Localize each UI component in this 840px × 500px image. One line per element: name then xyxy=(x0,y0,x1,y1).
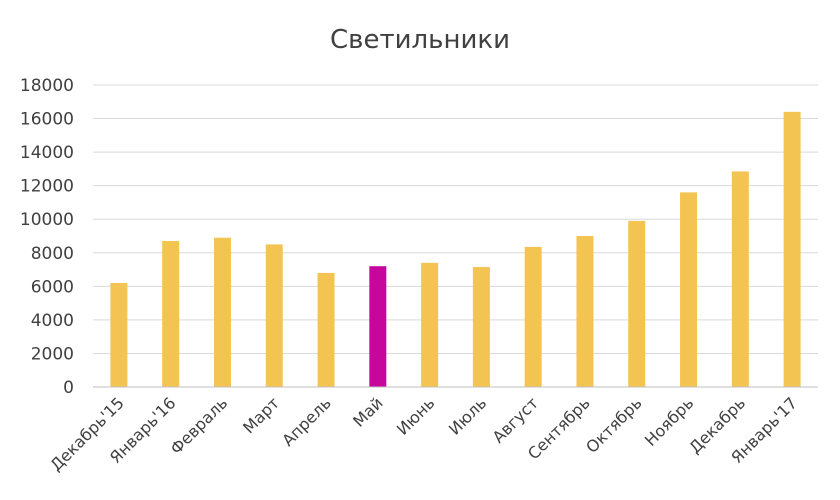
y-tick-label: 12000 xyxy=(20,177,74,197)
x-tick-label: Июнь xyxy=(393,393,438,438)
y-tick-label: 6000 xyxy=(31,277,74,297)
bar xyxy=(265,244,283,387)
x-tick-label: Июль xyxy=(445,393,490,438)
bar xyxy=(162,241,180,387)
bar xyxy=(472,267,490,387)
y-axis-ticks: 0 2000 4000 6000 8000 10000 12000 14000 16000 180… xyxy=(20,76,74,398)
y-tick-label: 4000 xyxy=(31,311,74,331)
bar xyxy=(680,192,698,387)
bar xyxy=(628,220,646,387)
chart-title: Светильники xyxy=(330,25,510,55)
bar xyxy=(421,262,439,387)
bar xyxy=(317,272,335,387)
bar xyxy=(110,282,128,387)
x-tick-label: Апрель xyxy=(278,393,335,450)
bars xyxy=(110,111,801,387)
x-tick-label: Май xyxy=(349,393,386,430)
y-tick-label: 18000 xyxy=(20,76,74,96)
y-tick-label: 14000 xyxy=(20,143,74,163)
y-tick-label: 8000 xyxy=(31,244,74,264)
bar xyxy=(731,171,749,387)
bar xyxy=(213,237,231,387)
bar xyxy=(783,111,801,387)
y-tick-label: 0 xyxy=(63,378,74,398)
x-tick-label: Март xyxy=(239,393,283,437)
bar xyxy=(369,266,387,387)
bar xyxy=(524,246,542,387)
gridlines xyxy=(93,84,818,354)
y-tick-label: 2000 xyxy=(31,344,74,364)
y-tick-label: 10000 xyxy=(20,210,74,230)
x-tick-label: Октябрь xyxy=(582,393,645,456)
y-tick-label: 16000 xyxy=(20,110,74,130)
x-tick-label: Февраль xyxy=(166,393,231,458)
bar xyxy=(576,236,594,387)
